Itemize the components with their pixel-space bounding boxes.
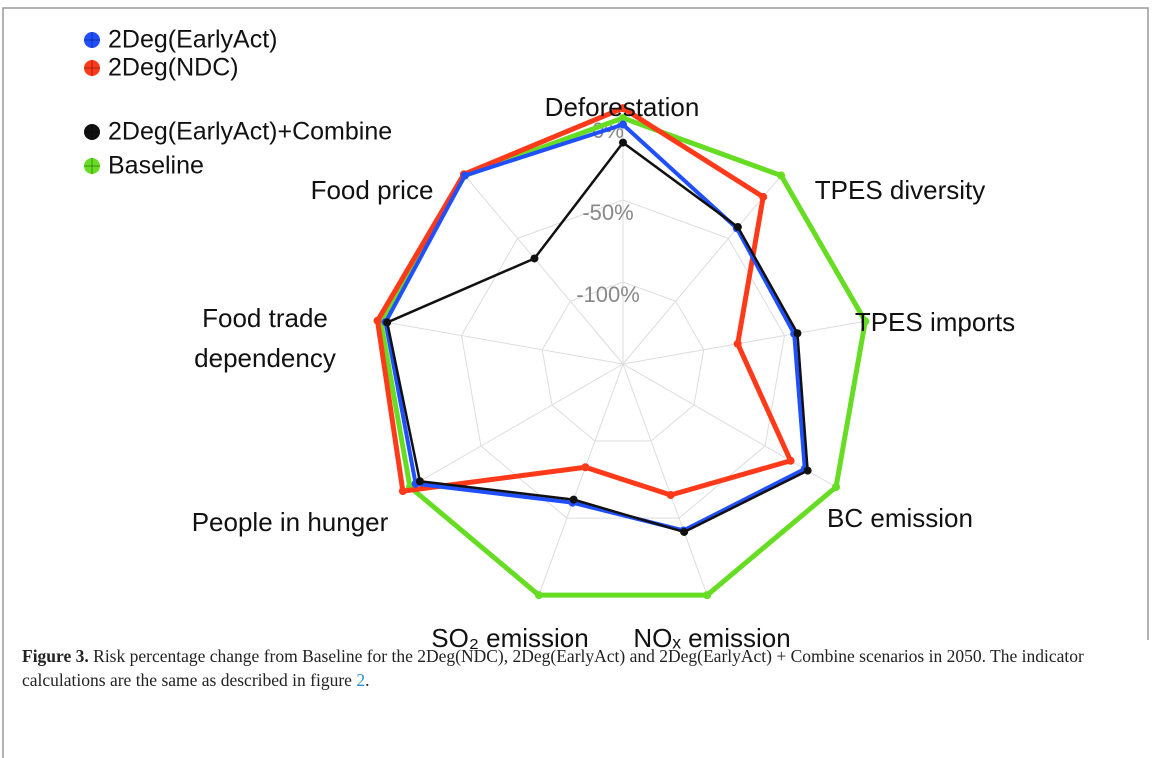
axis-label: BC emission [827,503,973,533]
point [777,171,786,180]
axis-label: SO₂ emission [431,623,589,653]
spoke [538,363,624,596]
caption-text: Risk percentage change from Baseline for… [22,646,1084,690]
point [530,254,539,263]
axis-label: Food price [310,175,434,205]
axis-label: TPES diversity [814,175,986,205]
point [619,138,627,147]
legend-label: Baseline [108,151,204,180]
point [793,329,802,338]
figure-frame [2,7,1149,758]
legend-label: 2Deg(EarlyAct) [108,25,278,54]
r-tick-label: -50% [582,200,633,225]
point [832,483,841,491]
grid-ring [541,281,705,442]
point [415,477,424,486]
point [733,223,742,232]
axis-label: Deforestation [544,92,700,122]
axis-label: People in hunger [191,507,389,537]
point [619,104,627,113]
series-line [385,141,809,534]
point [680,527,689,536]
legend-marker [84,158,100,174]
legend-label: 2Deg(EarlyAct)+Combine [108,117,393,146]
spoke [622,320,866,365]
caption-label: Figure 3. [22,646,89,666]
point [534,591,543,600]
point [383,318,392,327]
legend-marker [84,60,100,76]
point [666,490,675,499]
spoke [622,175,782,365]
point [569,495,578,504]
r-tick-label: -100% [576,282,640,307]
legend-label: 2Deg(NDC) [108,53,239,82]
axis-label: Food trade dependency [194,303,336,373]
point [619,114,627,122]
point [398,487,407,496]
caption-end: . [365,670,370,690]
spoke [380,320,624,365]
point [703,591,712,600]
spoke [622,363,837,488]
legend-marker [84,124,100,140]
spoke [622,363,708,596]
point [373,316,382,325]
axis-label: TPES imports [854,307,1016,337]
figure-link[interactable]: 2 [356,670,366,690]
point [803,466,812,475]
legend-marker [84,32,100,48]
point [861,317,870,326]
spoke [409,363,624,488]
grid-ring [460,199,786,519]
point [619,120,627,129]
point [581,463,590,472]
point [759,192,768,201]
axis-label: NOₓ emission [633,623,791,653]
caption: Figure 3. Risk percentage change from Ba… [22,644,1132,692]
point [733,339,742,348]
point [786,456,795,465]
point [460,171,469,180]
series-line [375,105,794,498]
spoke [464,175,624,365]
